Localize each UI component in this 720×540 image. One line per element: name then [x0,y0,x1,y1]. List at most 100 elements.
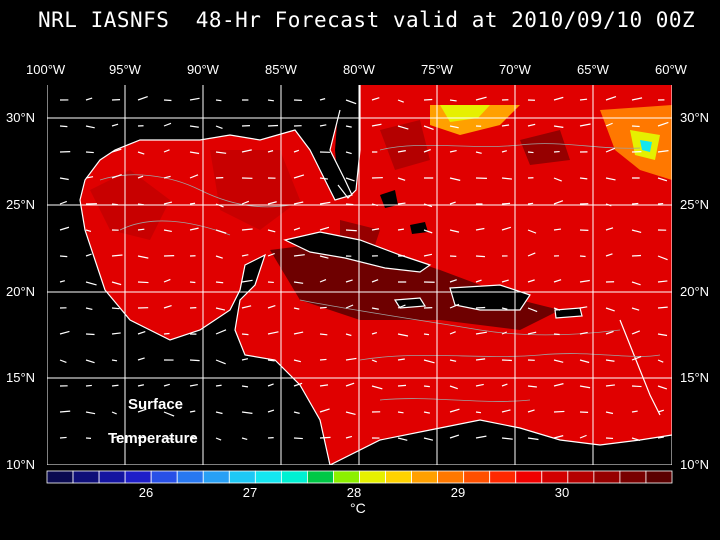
wind-arrow [605,253,613,257]
wind-arrow [85,359,95,364]
wind-arrow [475,411,482,414]
wind-arrow [397,177,406,181]
wind-arrow [553,383,564,387]
wind-arrow [631,385,642,388]
wind-arrow [423,148,431,153]
land-cuba [285,232,430,272]
wind-arrow [475,331,487,335]
wind-arrow [475,279,482,283]
wind-arrow [397,411,404,414]
colorbar-swatch [541,470,569,484]
wind-arrow [267,359,275,362]
wind-arrow [267,305,276,309]
wind-arrow [345,203,354,206]
wind-arrow [241,411,253,414]
wind-arrow [215,151,227,154]
wind-arrow [267,99,274,102]
wind-arrow [267,252,275,257]
wind-arrow [215,125,223,130]
wind-arrow [215,411,223,415]
wind-arrow [579,359,590,364]
wind-arrow [319,124,327,127]
wind-arrow [215,99,222,102]
wind-arrow [345,333,352,337]
wind-arrow [579,434,587,439]
wind-arrow [241,279,253,283]
colorbar-swatch [176,470,204,484]
wind-arrow [527,409,535,413]
lat-label-10n-left: 10°N [6,457,36,472]
wind-arrow [319,177,329,180]
wind-arrow [215,203,224,208]
wind-arrow [267,383,274,387]
wind-arrow [449,408,460,413]
wind-arrow [553,125,564,128]
colorbar-swatch [619,470,647,484]
wind-arrow [111,148,122,153]
wind-arrow [241,385,249,388]
wind-arrow [397,437,408,441]
wind-arrow [59,255,68,258]
wind-arrow [319,333,328,336]
wind-arrow [345,99,357,105]
wind-arrow [163,332,170,335]
wind-arrow [553,228,562,231]
wind-arrow [423,385,430,388]
wind-arrow [397,150,406,153]
wind-arrow [553,410,565,413]
wind-arrow [631,410,638,413]
wind-arrow [59,125,68,128]
wind-arrow [605,177,616,181]
wind-arrow [85,97,93,101]
wind-arrow [345,279,353,283]
colorbar-swatch [333,470,360,484]
wind-arrow [293,382,303,387]
wind-arrow [111,254,123,257]
lat-label-20n-right: 20°N [680,284,710,299]
wind-arrow [501,331,507,335]
overlay-temperature-label: Temperature [108,430,198,447]
wind-arrow [657,306,668,309]
wind-arrow [111,281,122,286]
wind-arrow [189,125,199,128]
wind-arrow [59,177,69,181]
wind-arrow [501,307,508,310]
wind-arrow [137,330,146,335]
wind-arrow [553,307,561,311]
colorbar-tick-label: 28 [347,485,361,500]
lat-label-30n-right: 30°N [680,110,710,125]
lon-label-75w: 75°W [421,62,453,77]
wind-arrow [85,411,96,415]
wind-arrow [657,150,669,153]
wind-arrow [215,255,223,259]
wind-arrow [137,436,146,439]
wind-arrow [449,149,457,153]
wind-arrow [163,229,172,233]
wind-arrow [501,124,510,127]
wind-arrow [605,384,615,387]
wind-arrow [137,255,149,259]
wind-arrow [215,437,222,441]
wind-arrow [397,384,407,387]
wind-arrow [449,229,460,233]
wind-arrow [189,97,200,101]
wind-arrow [475,96,487,101]
wind-arrow [553,279,562,283]
colorbar-swatch [254,470,282,484]
lat-label-20n-left: 20°N [6,284,36,299]
wind-arrow [527,252,536,257]
wind-arrow [85,384,92,387]
wind-arrow [527,229,537,234]
wind-arrow [137,357,145,361]
wind-arrow [527,202,534,205]
wind-arrow [475,151,482,154]
wind-arrow [423,125,434,130]
wind-arrow [579,385,591,389]
wind-arrow [449,303,460,309]
wind-arrow [423,359,435,364]
wind-arrow [605,359,615,362]
wind-arrow [501,202,511,205]
wind-arrow [293,281,304,284]
wind-arrow [293,437,303,440]
coastline [79,85,672,465]
